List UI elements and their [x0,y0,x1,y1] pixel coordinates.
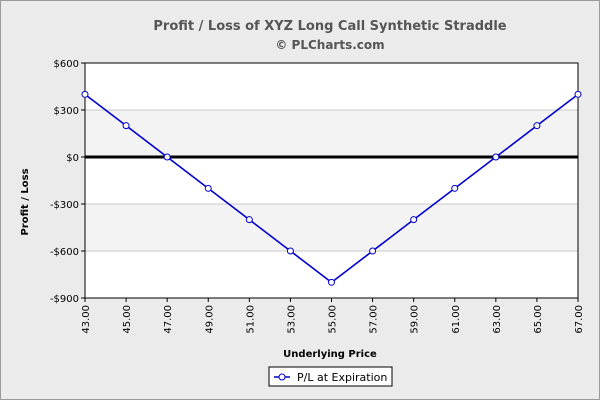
data-point [122,122,130,130]
x-tick-label: 55.00 [328,305,339,334]
y-tick-label: -$600 [50,247,79,258]
data-point [204,184,212,192]
x-tick-label: 43.00 [81,305,92,334]
data-point [81,90,89,98]
y-tick-label: -$900 [50,294,79,305]
data-point [451,184,459,192]
data-point [245,216,253,224]
data-point [492,153,500,161]
legend: P/L at Expiration [268,366,393,387]
x-tick-label: 63.00 [492,305,503,334]
x-tick-label: 45.00 [122,305,133,334]
plot-band [85,110,578,157]
legend-marker [278,373,286,381]
x-tick-label: 61.00 [451,305,462,334]
data-point [328,278,335,286]
legend-box [268,366,393,387]
y-tick-label: $600 [54,59,79,70]
x-tick-label: 57.00 [369,305,380,334]
chart-subtitle: © PLCharts.com [275,38,384,52]
x-tick-label: 67.00 [574,305,585,334]
data-point [410,216,418,224]
plot-band [85,63,578,110]
data-point [369,247,377,255]
plot-band [85,204,578,251]
data-point [533,122,541,130]
data-point [574,90,582,98]
x-tick-label: 51.00 [245,305,256,334]
y-tick-label: $300 [54,106,79,117]
x-tick-label: 53.00 [286,305,297,334]
legend-label: P/L at Expiration [297,371,387,384]
y-axis-label: Profit / Loss [20,168,31,235]
y-tick-label: $0 [66,153,79,164]
data-point [163,153,171,161]
x-tick-label: 49.00 [204,305,215,334]
x-axis-label: Underlying Price [283,349,377,360]
data-point [286,247,294,255]
x-tick-label: 59.00 [410,305,421,334]
x-tick-label: 47.00 [163,305,174,334]
plot-band [85,251,578,298]
plot-band [85,157,578,204]
x-tick-label: 65.00 [533,305,544,334]
y-tick-label: -$300 [50,200,79,211]
chart-title: Profit / Loss of XYZ Long Call Synthetic… [153,19,506,34]
